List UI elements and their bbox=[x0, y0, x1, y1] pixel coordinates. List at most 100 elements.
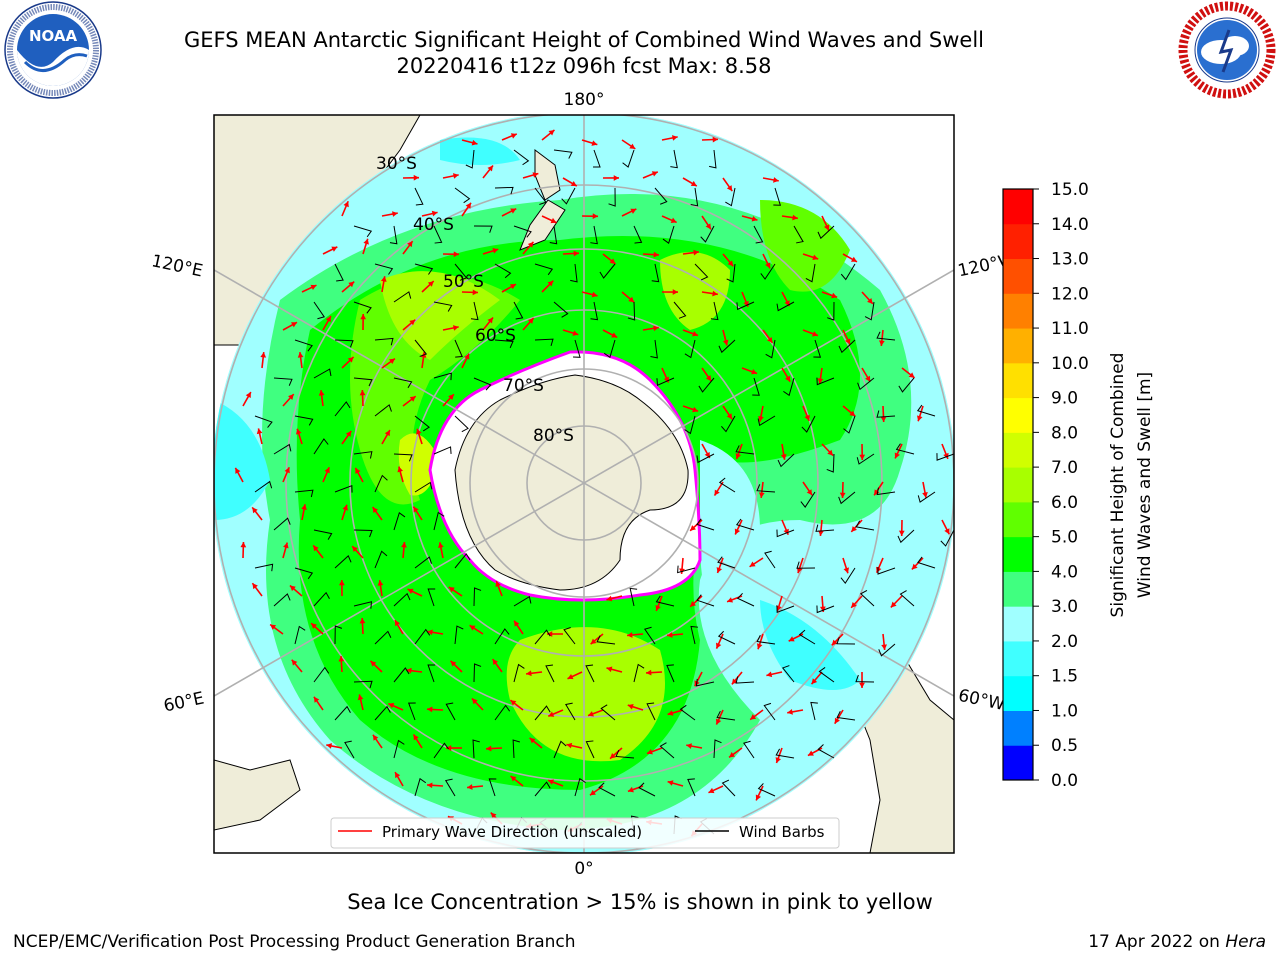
colorbar-bin bbox=[1003, 606, 1033, 642]
wave-direction-arrowhead bbox=[363, 238, 369, 245]
wind-barb bbox=[374, 337, 394, 346]
colorbar-tick-label: 1.0 bbox=[1051, 701, 1078, 721]
colorbar-tick-label: 4.0 bbox=[1051, 562, 1078, 582]
noaa-logo-text: NOAA bbox=[29, 27, 78, 45]
wave-direction-arrowhead bbox=[509, 284, 516, 290]
wave-direction-arrowhead bbox=[831, 292, 838, 299]
wave-direction-arrowhead bbox=[807, 750, 814, 756]
colorbar-tick-label: 2.0 bbox=[1051, 632, 1078, 652]
wave-direction-arrowhead bbox=[548, 779, 555, 785]
wind-barb bbox=[716, 710, 736, 721]
wave-direction-arrowhead bbox=[819, 606, 826, 612]
wave-direction-arrowhead bbox=[731, 678, 738, 685]
wind-barb bbox=[763, 702, 776, 721]
wind-barb bbox=[765, 339, 776, 359]
wind-barb bbox=[563, 627, 576, 645]
wave-direction-arrowhead bbox=[708, 787, 715, 794]
wave-direction-arrowhead bbox=[611, 332, 618, 338]
wave-direction-arrowhead bbox=[566, 742, 573, 749]
wind-barb bbox=[603, 339, 616, 359]
colorbar-bin bbox=[1003, 189, 1033, 225]
africa-land bbox=[214, 759, 301, 831]
wind-barb bbox=[512, 739, 520, 759]
wind-barb bbox=[427, 664, 436, 683]
wave-direction-arrowhead bbox=[395, 772, 401, 779]
wind-barb bbox=[718, 477, 736, 493]
wind-barb bbox=[840, 263, 856, 281]
wave-direction-arrowhead bbox=[787, 709, 793, 715]
wind-barb bbox=[760, 263, 776, 280]
wind-barb bbox=[633, 225, 643, 244]
wave-direction-arrowhead bbox=[490, 812, 497, 819]
wind-barb bbox=[374, 705, 391, 721]
wind-barb bbox=[545, 664, 555, 683]
wave-direction-arrowhead bbox=[693, 249, 699, 256]
nws-logo bbox=[1178, 1, 1276, 99]
wind-barb bbox=[917, 491, 936, 503]
wave-direction-arrowhead bbox=[894, 452, 900, 459]
wind-barb bbox=[756, 484, 776, 493]
wind-barb bbox=[615, 749, 635, 759]
wave-direction-arrowhead bbox=[370, 660, 377, 667]
wave-direction-arrowhead bbox=[289, 585, 296, 592]
wind-barb bbox=[826, 453, 835, 473]
wind-barb bbox=[752, 377, 760, 396]
wind-barb bbox=[599, 263, 616, 279]
wave-direction-arrowhead bbox=[628, 296, 635, 303]
wave-direction-arrowhead bbox=[653, 251, 659, 258]
colorbar-bin bbox=[1003, 223, 1033, 260]
wind-barb bbox=[374, 474, 388, 493]
wave-direction-arrowhead bbox=[851, 601, 857, 608]
wave-direction-arrowhead bbox=[313, 545, 319, 552]
wind-barb bbox=[876, 410, 896, 418]
wave-direction-arrowhead bbox=[313, 696, 320, 703]
wind-barb bbox=[273, 593, 291, 607]
wave-direction-arrowhead bbox=[851, 526, 857, 532]
wave-direction-arrowhead bbox=[784, 375, 791, 382]
wave-direction-arrowhead bbox=[486, 745, 492, 752]
wave-direction-arrowhead bbox=[831, 639, 838, 646]
wind-barb bbox=[898, 377, 915, 393]
wind-barb bbox=[700, 225, 715, 243]
wind-barb bbox=[827, 301, 835, 321]
wave-direction-arrowhead bbox=[714, 489, 720, 496]
wind-barb bbox=[684, 415, 696, 435]
wind-barb bbox=[735, 445, 755, 455]
wind-barb bbox=[598, 782, 616, 797]
wave-direction-arrowhead bbox=[672, 289, 678, 295]
wind-barb bbox=[470, 301, 479, 321]
wind-barb bbox=[596, 635, 616, 645]
wave-direction-arrowhead bbox=[690, 180, 697, 187]
colorbar-tick-label: 7.0 bbox=[1051, 458, 1078, 478]
wind-barb bbox=[433, 372, 452, 381]
lon-label-0: 0° bbox=[574, 859, 593, 879]
wave-direction-arrowhead bbox=[726, 185, 733, 192]
wind-barb bbox=[764, 550, 776, 569]
wind-barb bbox=[696, 518, 715, 531]
wave-direction-arrowhead bbox=[567, 673, 574, 680]
wind-barb bbox=[353, 301, 372, 314]
wind-barb bbox=[776, 529, 795, 538]
wind-barb bbox=[718, 339, 736, 354]
wave-direction-arrowhead bbox=[671, 135, 678, 141]
wave-direction-arrowhead bbox=[510, 208, 517, 214]
wind-barb bbox=[735, 518, 755, 531]
wind-barb bbox=[414, 339, 428, 357]
wave-direction-arrowhead bbox=[343, 201, 349, 208]
wind-barb bbox=[374, 263, 394, 275]
wave-direction-arrowhead bbox=[943, 452, 949, 459]
wind-barb bbox=[793, 225, 804, 244]
wind-barb bbox=[353, 225, 373, 238]
wave-direction-arrowhead bbox=[510, 133, 517, 139]
wind-barb bbox=[353, 680, 373, 689]
wind-barb bbox=[590, 301, 599, 321]
wave-direction-arrowhead bbox=[324, 467, 330, 474]
wave-direction-arrowhead bbox=[783, 528, 789, 535]
wave-direction-arrowhead bbox=[812, 331, 818, 337]
colorbar-tick-label: 12.0 bbox=[1051, 284, 1089, 304]
wind-barb bbox=[445, 702, 456, 721]
wave-direction-arrowhead bbox=[284, 467, 290, 474]
wave-direction-arrowhead bbox=[252, 507, 258, 514]
wave-direction-arrowhead bbox=[464, 353, 470, 360]
wave-direction-arrowhead bbox=[727, 260, 734, 267]
